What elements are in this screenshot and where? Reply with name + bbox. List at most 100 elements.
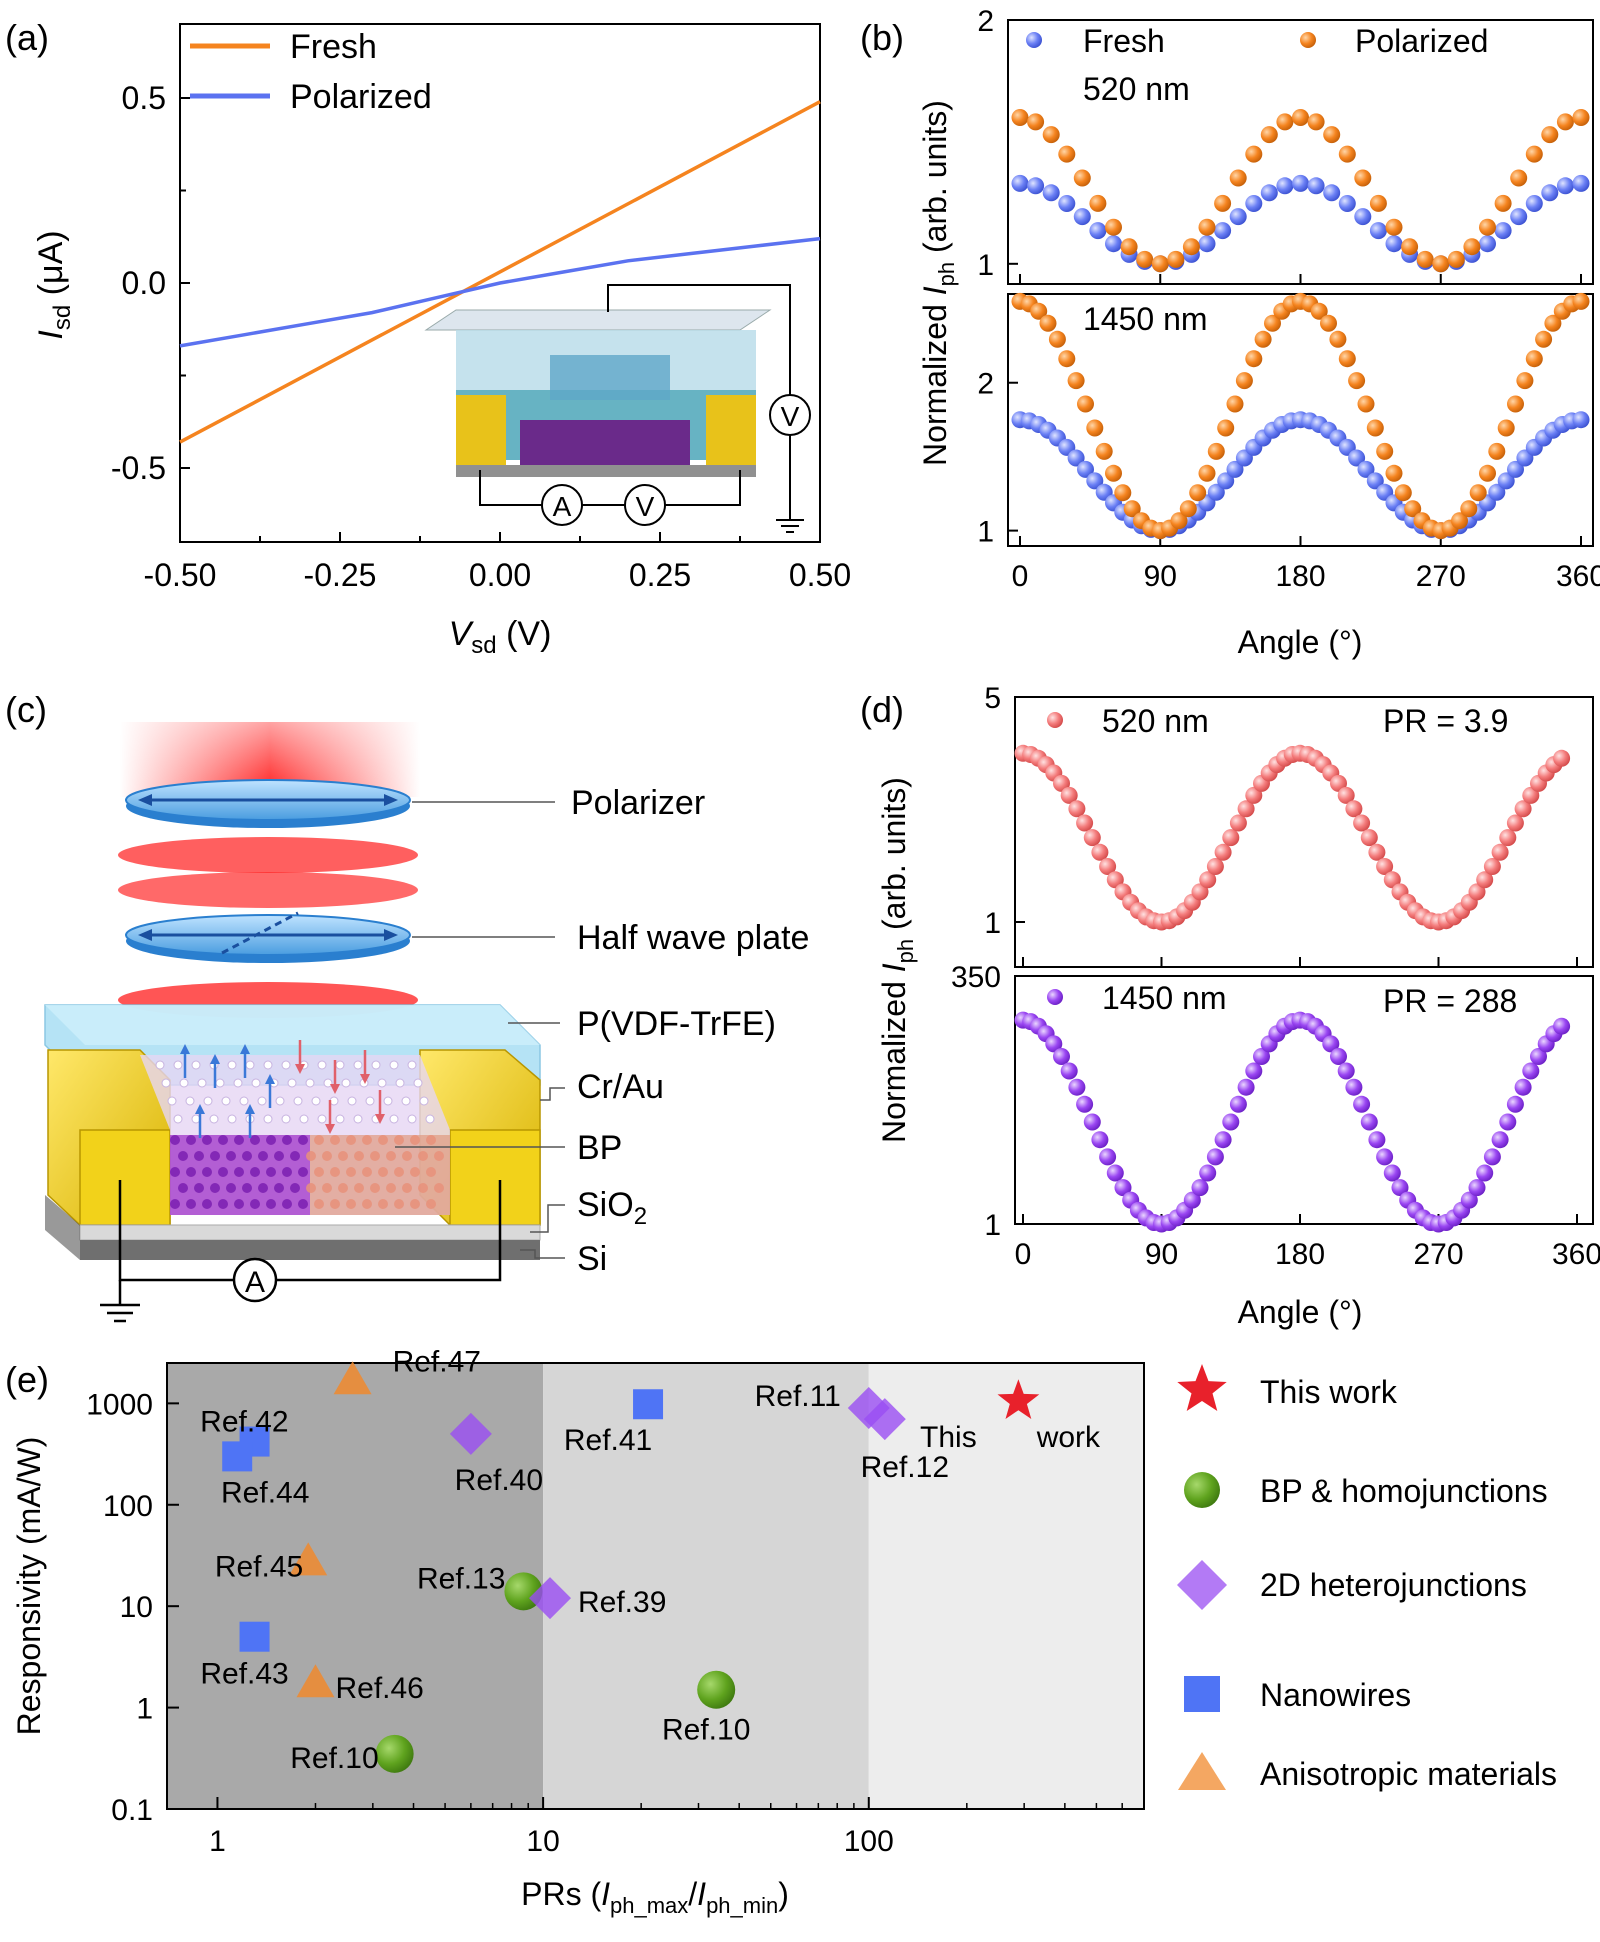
sio2-layer [79, 1224, 541, 1241]
dipole-up-arrow-head [195, 1104, 205, 1114]
top-atom [263, 1060, 273, 1070]
point-polarized [1310, 302, 1328, 320]
point-polarized [1039, 314, 1057, 332]
point-polarized [1463, 238, 1481, 256]
point-1450-nm [1376, 1148, 1394, 1166]
top-atom [353, 1060, 363, 1070]
panel-a-legend: Fresh Polarized [190, 28, 432, 116]
point-520-nm [1076, 814, 1094, 832]
bp-atom [298, 1199, 308, 1209]
point-520-nm [1206, 858, 1224, 875]
point-polarized [1338, 145, 1356, 163]
point-520-nm [1353, 814, 1371, 832]
bp-atom [218, 1167, 228, 1177]
point-polarized [1067, 372, 1085, 390]
point-polarized [1120, 238, 1138, 256]
point-polarized [1254, 330, 1272, 348]
beam-after-polarizer-1 [118, 837, 418, 873]
x-tick-label: 90 [1145, 1238, 1178, 1271]
top-atom [389, 1114, 399, 1124]
bp-homojunction-circle [697, 1670, 736, 1709]
x-tick-label: 270 [1416, 560, 1466, 593]
bp-atom [298, 1135, 308, 1145]
point-polarized [1229, 169, 1247, 187]
top-atom [407, 1114, 417, 1124]
svg-text:A: A [245, 1266, 265, 1299]
point-520-nm [1345, 800, 1363, 818]
point-520-nm [1222, 829, 1240, 847]
panel-e: (e) 1 10 100 0.1 1 10 100 1000 This work Ref.13 Re… [5, 1345, 1557, 1918]
x-tick-label: 180 [1275, 560, 1325, 593]
anisotropic-triangle [289, 1542, 328, 1576]
point-polarized [1525, 350, 1543, 368]
point-polarized [1469, 484, 1487, 502]
bp-atom [346, 1199, 356, 1209]
point-polarized [1385, 218, 1403, 236]
panel-d-top-frame [1014, 696, 1594, 968]
point-polarized [1416, 250, 1434, 268]
point-polarized [1354, 169, 1372, 187]
point-polarized [1260, 126, 1278, 144]
point-polarized [1207, 442, 1225, 460]
panel-e-axes: 1 10 100 0.1 1 10 100 1000 [86, 1388, 1145, 1858]
point-polarized [1357, 395, 1375, 413]
point-fresh [1354, 208, 1372, 226]
svg-text:V: V [781, 401, 800, 432]
point-polarized [1058, 145, 1076, 163]
x-tick-label: 360 [1552, 1238, 1600, 1271]
point-polarized [1095, 442, 1113, 460]
bp-atom [250, 1135, 260, 1145]
dipole-down-arrow-head [325, 1124, 335, 1134]
point-1450-nm [1514, 1078, 1532, 1096]
label-si: Si [577, 1240, 607, 1278]
point-polarized [1058, 350, 1076, 368]
bp-atom [410, 1135, 420, 1145]
top-atom [413, 1078, 423, 1088]
point-520-nm [1376, 858, 1394, 875]
point-fresh [1214, 222, 1232, 240]
bp-atom [394, 1167, 404, 1177]
svg-text:V: V [636, 491, 655, 522]
legend-1450-marker [1047, 989, 1063, 1005]
legend-triangle-icon [1178, 1752, 1226, 1790]
point-fresh [1226, 460, 1244, 478]
bp-atom [170, 1167, 180, 1177]
point-polarized [1507, 395, 1524, 413]
y-tick-label: 0.1 [111, 1794, 153, 1827]
point-polarized [1432, 255, 1450, 273]
inset-sd-wire [479, 470, 741, 506]
point-1450-nm [1214, 1131, 1232, 1149]
point-fresh [1510, 208, 1528, 226]
bp-atom [354, 1183, 364, 1193]
point-1450-nm [1183, 1191, 1201, 1209]
bp-atom [402, 1151, 412, 1161]
point-fresh [1556, 177, 1574, 195]
point-1450-nm [1330, 1048, 1347, 1065]
top-atom [317, 1114, 327, 1124]
point-1450-nm [1091, 1131, 1109, 1149]
x-tick-label: 360 [1556, 560, 1600, 593]
y-tick-label: 10 [120, 1591, 153, 1624]
point-label: Ref.39 [578, 1586, 666, 1619]
nanowire-square [633, 1389, 664, 1420]
point-polarized [1217, 419, 1235, 437]
point-fresh [1276, 177, 1294, 195]
bp-atom [186, 1135, 196, 1145]
inset-bp-flake [520, 420, 690, 470]
point-fresh [1073, 208, 1091, 226]
bp-atom [282, 1199, 292, 1209]
panel-d: (d) 1 5 1 350 0 90 180 270 360 520 nm PR = 3.9 1… [860, 682, 1600, 1330]
y-tick-label: 1 [977, 249, 994, 282]
legend-circle-icon [1184, 1472, 1220, 1508]
bp-atom [178, 1183, 188, 1193]
inset-voltmeter [624, 484, 666, 526]
x-tick-label: -0.25 [304, 557, 377, 593]
point-polarized [1525, 145, 1543, 163]
point-1450-nm [1222, 1113, 1240, 1131]
bp-atom [234, 1199, 244, 1209]
point-1450-nm [1553, 1017, 1571, 1035]
point-1450-nm [1229, 1095, 1247, 1113]
point-1450-nm [1206, 1148, 1224, 1166]
point-1450-nm [1476, 1164, 1494, 1182]
top-atom [257, 1096, 267, 1106]
